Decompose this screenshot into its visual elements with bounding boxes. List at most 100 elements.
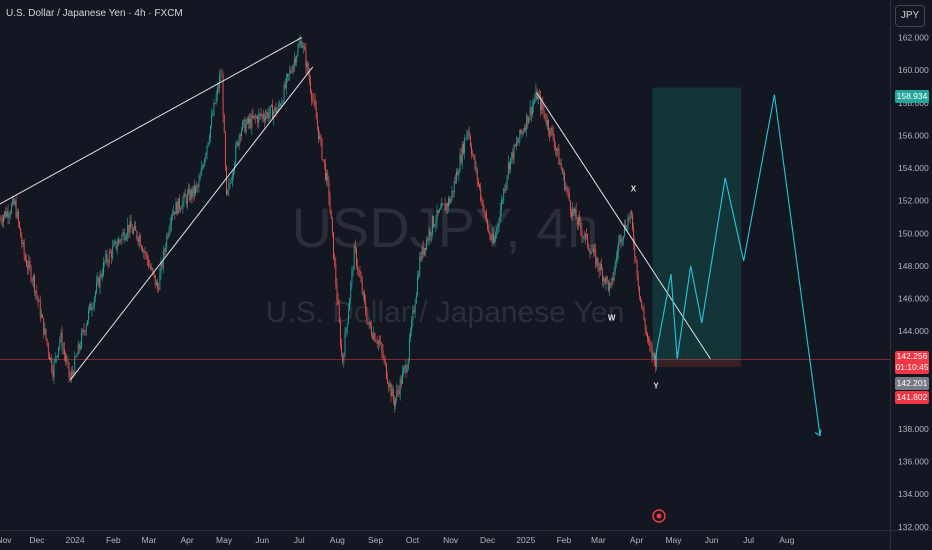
candle-body: [433, 216, 434, 227]
candle-body: [118, 239, 119, 246]
candle-body: [461, 144, 463, 163]
candle-body: [170, 215, 172, 225]
candle-body: [315, 108, 317, 120]
candle-body: [519, 129, 521, 141]
candle-body: [261, 114, 263, 116]
candle-body: [482, 199, 484, 212]
candle-body: [59, 339, 61, 347]
candle-body: [354, 246, 356, 249]
candle-body: [383, 358, 385, 360]
candle-body: [4, 211, 6, 217]
price-axis-tick: 146.000: [898, 294, 929, 304]
candle-body: [175, 202, 177, 215]
candle-body: [239, 135, 241, 137]
candle-body: [81, 332, 83, 347]
candle-body: [124, 238, 126, 240]
candle-body: [647, 332, 648, 339]
candle-body: [93, 297, 95, 306]
candle-body: [563, 173, 564, 174]
candle-body: [350, 282, 352, 299]
candle-body: [62, 349, 64, 350]
candle-body: [436, 209, 438, 222]
candle-body: [214, 102, 216, 104]
candle-body: [520, 129, 522, 134]
candle-body: [37, 296, 39, 302]
candle-body: [441, 204, 443, 209]
time-axis-tick: Feb: [106, 535, 121, 545]
candle-body: [333, 231, 334, 259]
candle-body: [230, 182, 232, 183]
candle-body: [435, 221, 437, 226]
candle-body: [187, 193, 188, 204]
candle-body: [13, 198, 15, 205]
candle-body: [132, 229, 134, 234]
currency-button[interactable]: JPY: [895, 5, 925, 27]
candle-body: [273, 111, 275, 119]
candle-body: [651, 347, 653, 357]
candle-body: [502, 200, 503, 201]
candle-body: [644, 319, 646, 330]
candle-body: [201, 167, 203, 169]
candle-body: [100, 273, 102, 277]
candle-body: [405, 365, 407, 373]
candle-body: [366, 313, 368, 323]
candle-body: [320, 135, 322, 140]
candle-body: [17, 211, 19, 223]
candle-body: [30, 267, 32, 281]
candle-body: [229, 182, 231, 184]
candle-body: [434, 225, 436, 227]
candle-body: [594, 248, 595, 250]
candle-body: [479, 184, 480, 188]
candle-body: [559, 163, 561, 165]
candle-body: [268, 113, 270, 119]
candle-body: [503, 189, 505, 201]
candle-body: [464, 138, 466, 153]
candle-body: [365, 300, 367, 314]
candle-body: [620, 235, 622, 243]
candle-body: [587, 234, 589, 247]
candle-body: [546, 120, 548, 125]
candle-body: [129, 221, 131, 233]
candle-body: [106, 254, 108, 262]
candle-body: [193, 185, 195, 194]
candle-body: [39, 300, 41, 318]
candle-body: [8, 215, 10, 218]
candle-body: [31, 280, 33, 282]
candle-body: [70, 372, 72, 380]
candle-body: [603, 277, 605, 282]
candle-body: [84, 331, 86, 333]
candle-body: [276, 109, 278, 114]
candle-body: [90, 303, 92, 311]
candle-body: [348, 310, 349, 323]
candle-body: [532, 105, 533, 115]
candle-body: [415, 294, 417, 304]
candle-body: [142, 248, 144, 253]
candle-body: [182, 200, 184, 209]
candle-body: [29, 261, 31, 268]
candle-body: [645, 329, 647, 333]
candle-body: [127, 224, 129, 236]
candle-body: [384, 359, 386, 364]
candle-body: [290, 70, 292, 72]
price-axis-tick: 154.000: [898, 163, 929, 173]
candle-body: [533, 102, 535, 106]
candle-body: [331, 218, 333, 232]
candle-body: [206, 145, 208, 155]
time-axis-tick: Aug: [330, 535, 345, 545]
candle-body: [642, 306, 644, 311]
candle-body: [491, 233, 493, 241]
symbol-title[interactable]: U.S. Dollar / Japanese Yen · 4h · FXCM: [6, 8, 183, 19]
candle-body: [107, 261, 109, 263]
candle-body: [427, 239, 429, 240]
candle-body: [628, 217, 630, 220]
candle-body: [208, 137, 210, 143]
candle-body: [19, 222, 20, 228]
price-axis-tick: 150.000: [898, 228, 929, 238]
candle-body: [566, 187, 568, 191]
projection-arrowhead: [814, 429, 822, 437]
candle-body: [387, 378, 388, 384]
candle-body: [626, 229, 628, 230]
candle-body: [402, 372, 403, 384]
candle-body: [338, 304, 340, 322]
